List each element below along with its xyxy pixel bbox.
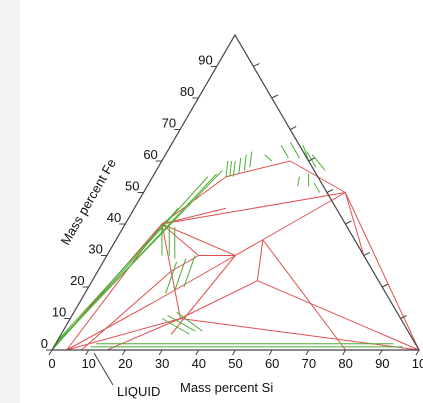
green-tie-line xyxy=(165,261,178,294)
bottom-tick-label: 40 xyxy=(192,356,206,371)
green-tie-line xyxy=(161,318,190,335)
chart-panel xyxy=(20,0,423,403)
red-tie-line xyxy=(66,302,154,351)
red-tie-line xyxy=(235,239,264,256)
red-tie-line xyxy=(344,192,420,351)
right-tick-mark xyxy=(289,126,297,130)
left-tick-label: 90 xyxy=(198,53,212,68)
bottom-tick-label: 70 xyxy=(302,356,316,371)
red-tie-line xyxy=(180,280,258,319)
bottom-tick-mark xyxy=(48,349,53,356)
green-tie-line xyxy=(280,144,289,159)
green-tie-line xyxy=(55,170,223,345)
right-tick-mark xyxy=(308,157,315,162)
left-axis-title: Mass percent Fe xyxy=(58,156,119,247)
bottom-tick-label: 20 xyxy=(118,356,132,371)
red-tie-line xyxy=(161,207,227,225)
bottom-tick-mark xyxy=(158,349,163,356)
green-tie-line xyxy=(313,182,321,193)
liquid-leader-line xyxy=(93,352,114,386)
bottom-tick-mark xyxy=(195,349,200,356)
right-tick-mark xyxy=(345,220,352,225)
green-tie-line xyxy=(183,255,196,288)
right-tick-mark xyxy=(271,94,279,99)
left-axis-ticks: 0 10 20 30 40 50 60 70 80 90 xyxy=(41,53,217,351)
bottom-tick-mark xyxy=(232,349,236,356)
red-tie-line xyxy=(81,270,172,351)
green-tie-line xyxy=(57,207,179,341)
green-tie-line xyxy=(264,154,273,162)
bottom-tick-mark xyxy=(305,349,310,356)
bottom-tick-mark xyxy=(268,349,273,356)
triangle-frame xyxy=(50,33,421,351)
left-tick-label: 50 xyxy=(125,179,139,194)
bottom-tick-label: 80 xyxy=(338,356,352,371)
bottom-tick-label: 30 xyxy=(155,356,169,371)
bottom-tick-label: 10 xyxy=(412,356,423,371)
right-tick-mark xyxy=(253,63,260,67)
bottom-tick-label: 50 xyxy=(228,356,242,371)
left-tick-label: 40 xyxy=(107,210,121,225)
right-tick-mark xyxy=(363,252,371,256)
red-tie-line xyxy=(170,271,181,319)
red-tie-line xyxy=(262,239,346,351)
red-tie-line xyxy=(257,280,420,351)
green-tie-lines xyxy=(51,141,403,351)
green-tie-line xyxy=(174,258,187,291)
green-tie-line xyxy=(238,157,242,174)
bottom-axis-title: Mass percent Si xyxy=(180,380,273,395)
red-tie-line xyxy=(170,255,236,335)
right-tick-mark xyxy=(400,315,407,319)
liquid-label: LIQUID xyxy=(117,384,160,399)
red-tie-line xyxy=(161,223,236,256)
red-tie-line xyxy=(180,318,420,351)
bottom-tick-label: 0 xyxy=(48,356,55,371)
left-tick-label: 60 xyxy=(143,147,157,162)
bottom-tick-mark xyxy=(342,349,347,356)
left-tick-label: 80 xyxy=(180,84,194,99)
red-tie-line xyxy=(152,255,236,304)
bottom-axis-ticks: 0 10 20 30 40 50 60 70 80 90 10 xyxy=(48,349,423,371)
right-tick-mark xyxy=(381,283,389,288)
red-tie-line xyxy=(161,223,199,256)
left-tick-label: 70 xyxy=(162,116,176,131)
green-tie-line xyxy=(167,314,196,332)
green-tie-line xyxy=(297,176,300,187)
bottom-tick-mark xyxy=(378,349,383,356)
triangle-outline xyxy=(50,33,421,351)
red-tie-line xyxy=(344,192,365,256)
green-tie-line xyxy=(243,154,247,171)
left-tick-label: 30 xyxy=(88,242,102,257)
green-tie-line xyxy=(289,141,300,159)
green-tie-line xyxy=(249,151,253,168)
left-tick-label: 20 xyxy=(70,273,84,288)
bottom-tick-mark xyxy=(415,349,420,356)
bottom-tick-label: 60 xyxy=(265,356,279,371)
red-tie-line xyxy=(225,160,291,178)
bottom-tick-mark xyxy=(121,349,126,356)
red-tie-line xyxy=(106,318,181,351)
bottom-tick-mark xyxy=(85,349,90,356)
green-tie-line xyxy=(225,160,229,177)
red-tie-line xyxy=(66,318,181,351)
right-axis-ticks xyxy=(253,63,407,319)
green-tie-line xyxy=(311,154,326,171)
green-tie-line xyxy=(232,160,236,177)
left-tick-label: 10 xyxy=(52,305,66,320)
red-tie-line xyxy=(161,192,346,225)
green-tie-line xyxy=(229,160,233,177)
right-tick-mark xyxy=(326,189,334,193)
left-tick-label: 0 xyxy=(41,336,48,351)
bottom-tick-label: 10 xyxy=(81,356,95,371)
green-tie-line xyxy=(176,311,203,332)
red-tie-line xyxy=(256,239,264,281)
bottom-tick-label: 90 xyxy=(375,356,389,371)
